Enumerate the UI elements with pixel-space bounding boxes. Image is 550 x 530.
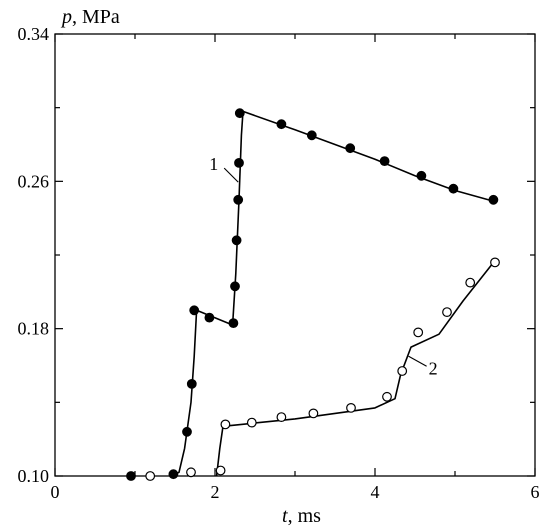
y-axis-title: p, MPa	[60, 6, 120, 28]
series-1-point	[233, 194, 244, 205]
series-2-point	[145, 471, 156, 481]
series-2-point	[276, 412, 287, 423]
series-2-leader	[408, 355, 427, 367]
series-1-point	[228, 318, 239, 329]
series-2-point	[490, 257, 500, 268]
axes-frame	[54, 33, 536, 477]
x-axis-title: t, ms	[282, 505, 321, 527]
series-2-point	[465, 277, 476, 288]
series-points	[126, 108, 500, 481]
series-1-leader	[223, 167, 239, 183]
plot-frame	[54, 33, 536, 477]
series-1-point	[231, 235, 242, 246]
tick-labels: 0 2 4 6 0.10 0.18 0.26 0.34	[18, 24, 540, 502]
series-1-point	[306, 130, 317, 141]
series-1-point	[345, 143, 356, 154]
series-2-point	[215, 465, 226, 476]
series-1-point	[126, 471, 136, 481]
series-2-point	[220, 419, 231, 430]
series-1-point	[234, 157, 244, 168]
series-1-line	[170, 110, 496, 477]
x-tick-label: 6	[531, 482, 540, 502]
series-1-point	[186, 379, 197, 389]
y-tick-label: 0.18	[18, 319, 50, 339]
y-tick-label: 0.34	[18, 24, 50, 44]
series-1-point	[276, 119, 287, 130]
series-2-point	[413, 327, 424, 338]
series-1-point	[448, 183, 459, 194]
series-2-point	[346, 403, 356, 413]
series-1-point	[379, 156, 390, 167]
x-tick-label: 4	[371, 482, 380, 502]
series-1-label: 1	[209, 154, 218, 174]
series-2-point	[186, 467, 196, 478]
x-tick-label: 2	[211, 482, 220, 502]
x-tick-label: 0	[51, 482, 60, 502]
series-1-point	[416, 170, 427, 181]
series-2-point	[246, 417, 257, 428]
series-2-point	[308, 408, 319, 419]
y-tick-label: 0.10	[18, 466, 50, 486]
series-1-point	[230, 281, 240, 292]
series-1-point	[488, 194, 499, 205]
series-1-point	[182, 426, 192, 437]
series-2-point	[397, 366, 408, 376]
series-1-point	[168, 469, 179, 480]
series-2-label: 2	[429, 358, 438, 378]
series-1-point	[204, 312, 215, 323]
series-annotations: 12	[209, 154, 437, 378]
series-2-line	[215, 260, 496, 477]
series-1-point	[234, 108, 245, 119]
series-2-point	[382, 391, 392, 402]
series-1-point	[189, 305, 200, 316]
series-curves	[170, 110, 496, 477]
y-tick-label: 0.26	[18, 171, 50, 191]
axis-ticks	[54, 33, 536, 477]
series-2-point	[442, 307, 452, 318]
